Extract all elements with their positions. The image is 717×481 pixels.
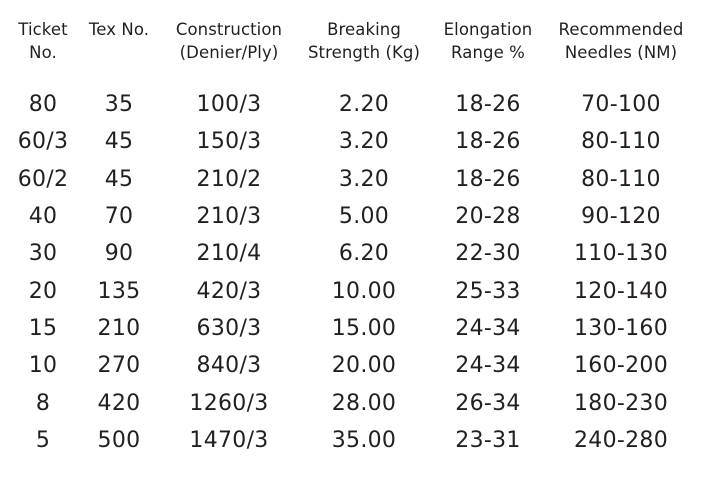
cell-construction: 420/3 [196, 279, 262, 304]
cell-breaking-strength: 3.20 [338, 167, 390, 192]
cell-elongation-range: 25-33 [455, 279, 521, 304]
table-row: 80 35 100/3 2.20 18-26 70-100 [0, 86, 717, 123]
cell-tex-no: 270 [97, 353, 141, 378]
cell-tex-no: 210 [97, 316, 141, 341]
cell-construction: 1470/3 [189, 428, 269, 453]
cell-ticket-no: 8 [35, 391, 51, 416]
column-header-tex-no: Tex No. [88, 20, 150, 39]
cell-elongation-range: 18-26 [455, 167, 521, 192]
cell-recommended-needles: 120-140 [573, 279, 669, 304]
cell-ticket-no: 80 [28, 92, 58, 117]
cell-elongation-range: 24-34 [455, 316, 521, 341]
cell-ticket-no: 60/2 [17, 167, 69, 192]
cell-construction: 1260/3 [189, 391, 269, 416]
cell-breaking-strength: 35.00 [331, 428, 397, 453]
cell-elongation-range: 18-26 [455, 129, 521, 154]
cell-breaking-strength: 15.00 [331, 316, 397, 341]
cell-breaking-strength: 28.00 [331, 391, 397, 416]
cell-tex-no: 90 [104, 241, 134, 266]
cell-recommended-needles: 180-230 [573, 391, 669, 416]
cell-elongation-range: 20-28 [455, 204, 521, 229]
table-row: 60/2 45 210/2 3.20 18-26 80-110 [0, 161, 717, 198]
cell-tex-no: 70 [104, 204, 134, 229]
cell-ticket-no: 15 [28, 316, 58, 341]
cell-recommended-needles: 240-280 [573, 428, 669, 453]
cell-elongation-range: 24-34 [455, 353, 521, 378]
cell-ticket-no: 60/3 [17, 129, 69, 154]
cell-construction: 210/2 [196, 167, 262, 192]
cell-construction: 150/3 [196, 129, 262, 154]
cell-tex-no: 45 [104, 167, 134, 192]
table-row: 8 420 1260/3 28.00 26-34 180-230 [0, 385, 717, 422]
cell-construction: 210/4 [196, 241, 262, 266]
cell-elongation-range: 22-30 [455, 241, 521, 266]
cell-recommended-needles: 130-160 [573, 316, 669, 341]
cell-tex-no: 135 [97, 279, 141, 304]
cell-breaking-strength: 5.00 [338, 204, 390, 229]
table-row: 5 500 1470/3 35.00 23-31 240-280 [0, 422, 717, 459]
cell-ticket-no: 5 [35, 428, 51, 453]
cell-breaking-strength: 2.20 [338, 92, 390, 117]
table-row: 10 270 840/3 20.00 24-34 160-200 [0, 347, 717, 384]
table-row: 60/3 45 150/3 3.20 18-26 80-110 [0, 123, 717, 160]
cell-ticket-no: 30 [28, 241, 58, 266]
table-row: 20 135 420/3 10.00 25-33 120-140 [0, 273, 717, 310]
cell-ticket-no: 10 [28, 353, 58, 378]
cell-recommended-needles: 80-110 [581, 129, 661, 154]
column-header-recommended-needles: Recommended Needles (NM) [558, 20, 684, 62]
cell-recommended-needles: 80-110 [581, 167, 661, 192]
cell-breaking-strength: 10.00 [331, 279, 397, 304]
cell-recommended-needles: 110-130 [573, 241, 669, 266]
table-row: 30 90 210/4 6.20 22-30 110-130 [0, 235, 717, 272]
cell-elongation-range: 18-26 [455, 92, 521, 117]
column-header-breaking-strength: Breaking Strength (Kg) [307, 20, 421, 62]
cell-elongation-range: 26-34 [455, 391, 521, 416]
cell-ticket-no: 20 [28, 279, 58, 304]
cell-construction: 210/3 [196, 204, 262, 229]
cell-construction: 840/3 [196, 353, 262, 378]
cell-construction: 630/3 [196, 316, 262, 341]
column-header-ticket-no: Ticket No. [18, 20, 68, 62]
table-row: 15 210 630/3 15.00 24-34 130-160 [0, 310, 717, 347]
column-header-construction: Construction (Denier/Ply) [175, 20, 283, 62]
cell-tex-no: 420 [97, 391, 141, 416]
cell-tex-no: 35 [104, 92, 134, 117]
cell-breaking-strength: 3.20 [338, 129, 390, 154]
cell-ticket-no: 40 [28, 204, 58, 229]
table-row: 40 70 210/3 5.00 20-28 90-120 [0, 198, 717, 235]
column-header-elongation-range: Elongation Range % [443, 20, 533, 62]
cell-tex-no: 500 [97, 428, 141, 453]
cell-recommended-needles: 90-120 [581, 204, 661, 229]
cell-construction: 100/3 [196, 92, 262, 117]
cell-recommended-needles: 160-200 [573, 353, 669, 378]
cell-breaking-strength: 6.20 [338, 241, 390, 266]
cell-elongation-range: 23-31 [455, 428, 521, 453]
cell-recommended-needles: 70-100 [581, 92, 661, 117]
cell-breaking-strength: 20.00 [331, 353, 397, 378]
cell-tex-no: 45 [104, 129, 134, 154]
